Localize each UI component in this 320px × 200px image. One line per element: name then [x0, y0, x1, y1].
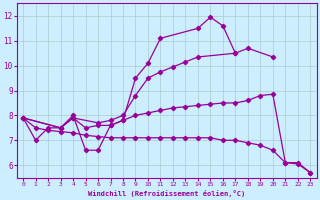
X-axis label: Windchill (Refroidissement éolien,°C): Windchill (Refroidissement éolien,°C)	[88, 190, 245, 197]
